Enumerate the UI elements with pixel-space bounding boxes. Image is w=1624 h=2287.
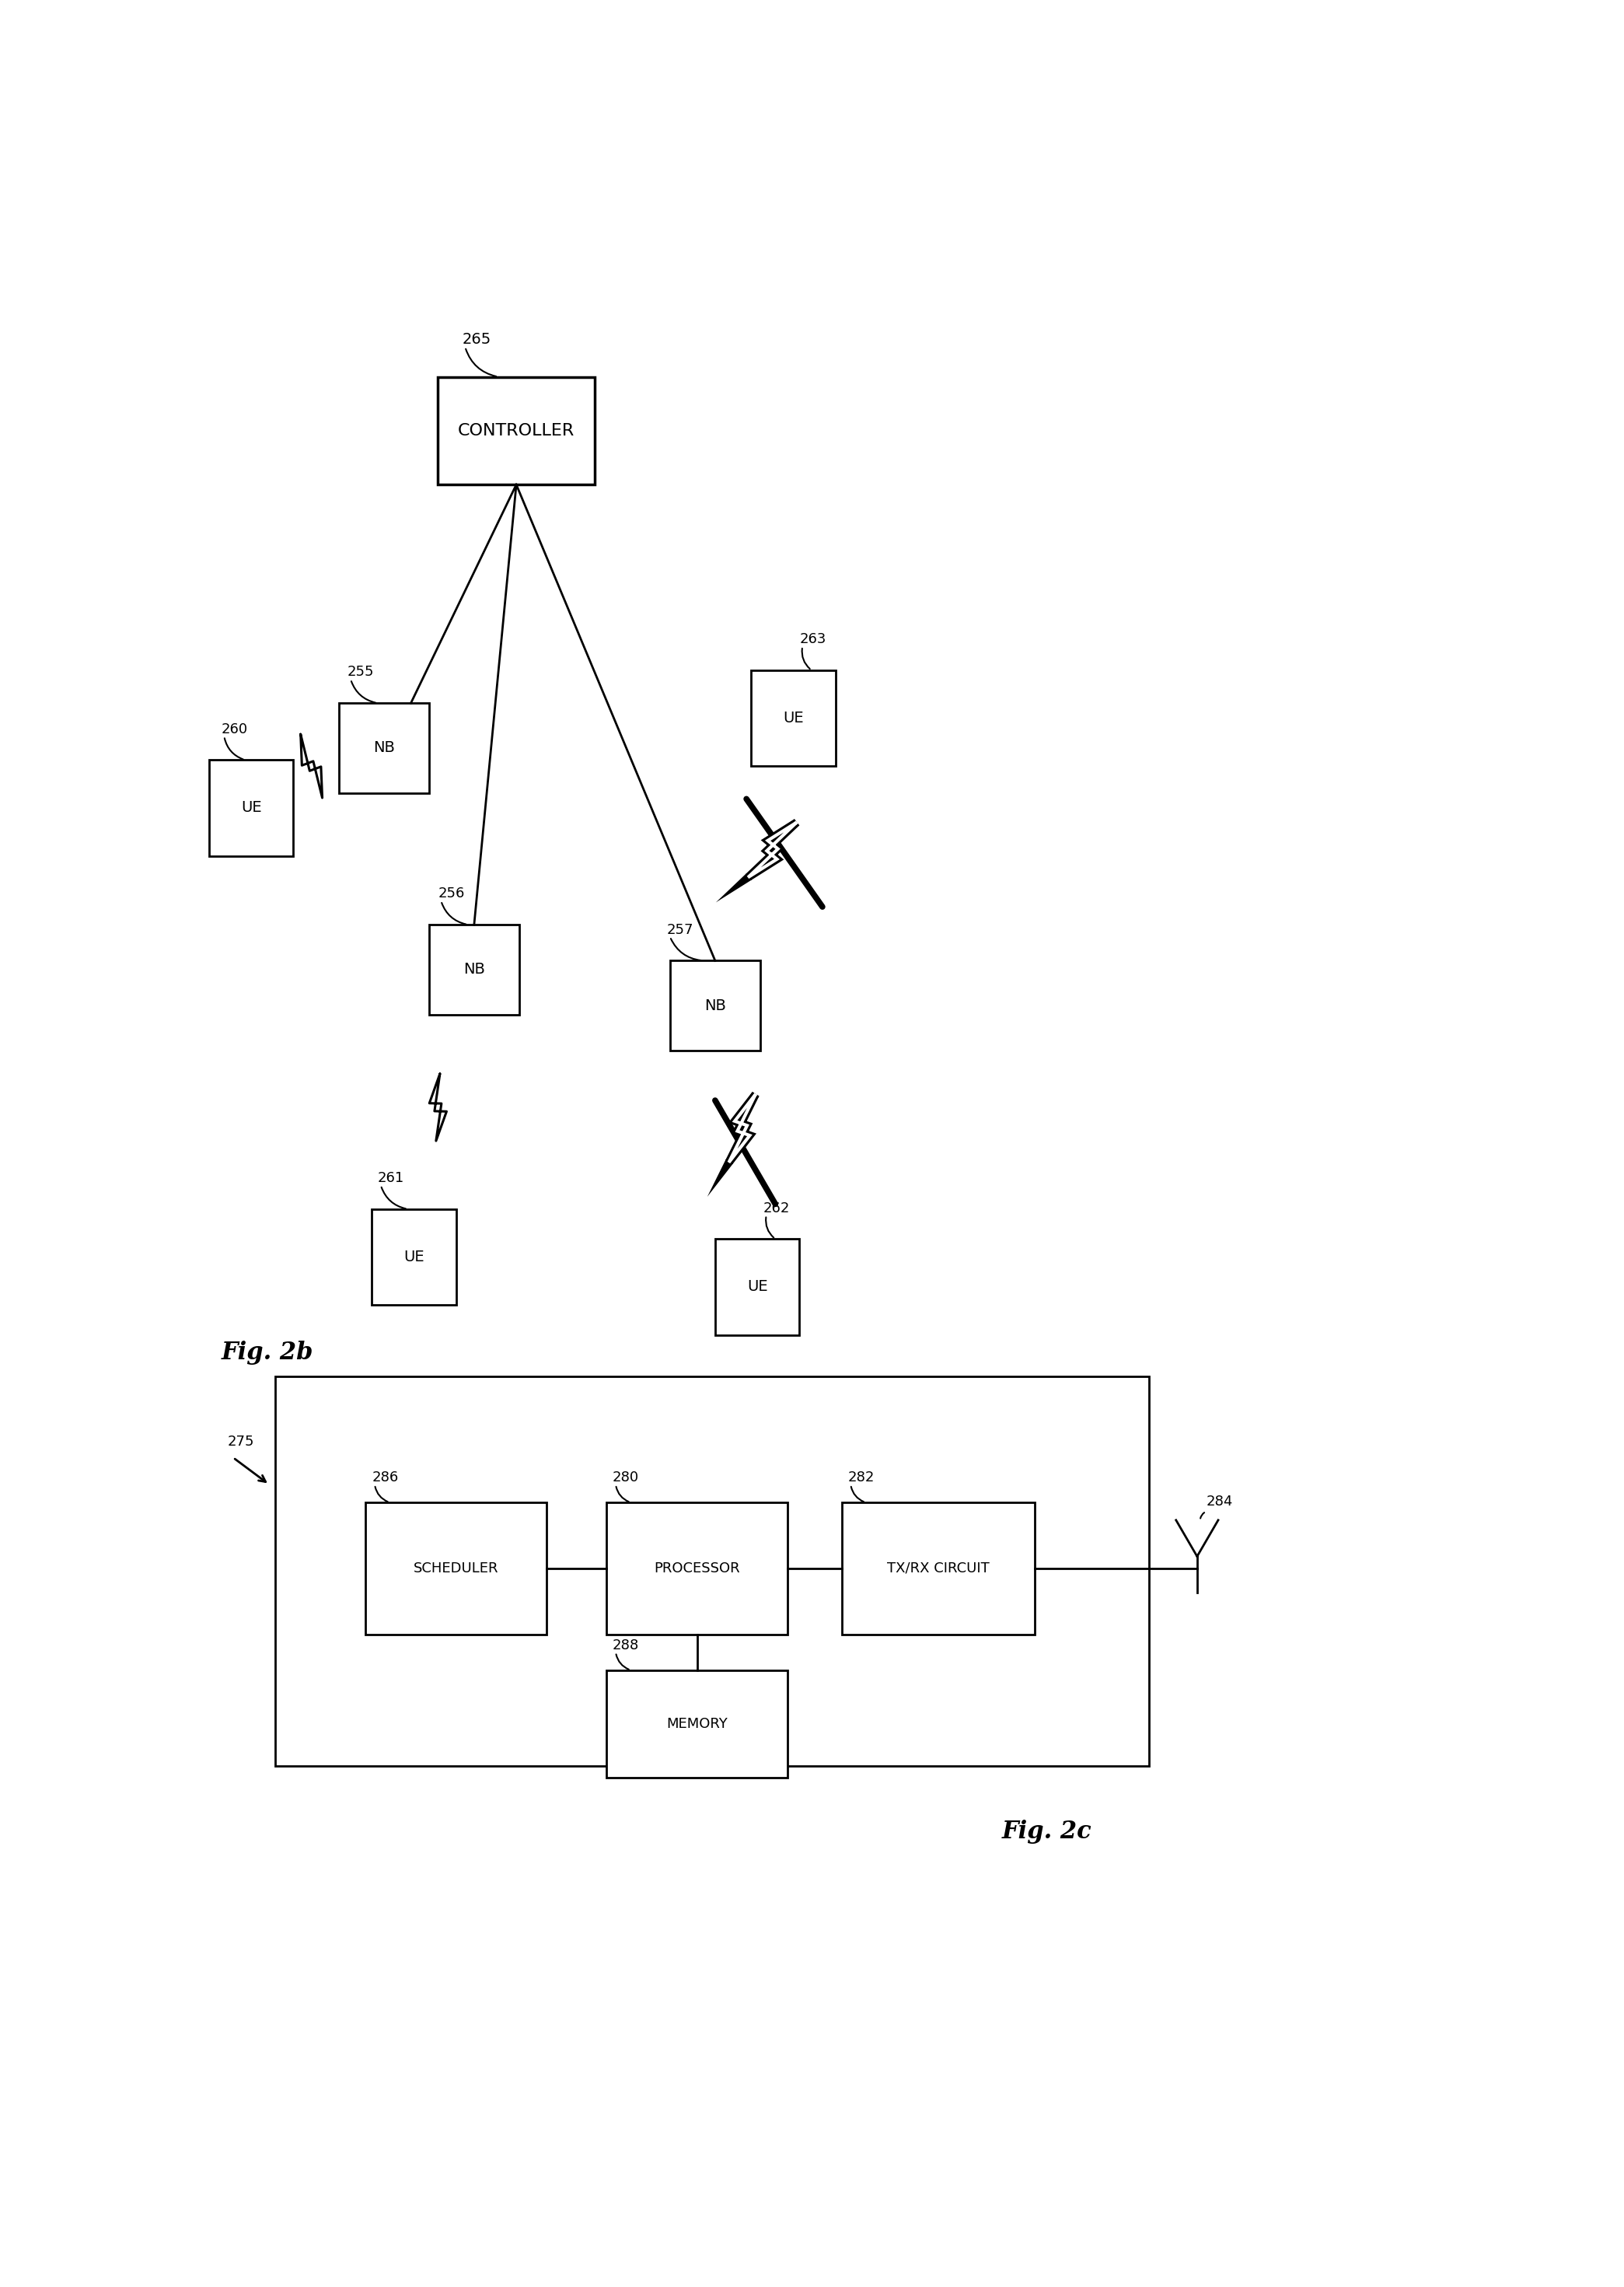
- Text: SCHEDULER: SCHEDULER: [414, 1562, 499, 1576]
- Text: UE: UE: [747, 1281, 768, 1294]
- Text: Fig. 2b: Fig. 2b: [221, 1340, 313, 1365]
- Text: 262: 262: [763, 1201, 789, 1214]
- Text: UE: UE: [403, 1249, 424, 1265]
- Text: UE: UE: [240, 800, 261, 816]
- Text: PROCESSOR: PROCESSOR: [654, 1562, 741, 1576]
- Text: 280: 280: [612, 1471, 640, 1484]
- Bar: [209, 759, 294, 855]
- Text: 257: 257: [667, 922, 693, 938]
- Text: 282: 282: [848, 1471, 874, 1484]
- Text: TX/RX CIRCUIT: TX/RX CIRCUIT: [887, 1562, 989, 1576]
- Bar: [841, 1503, 1034, 1635]
- Text: NB: NB: [705, 997, 726, 1013]
- Text: 275: 275: [227, 1434, 253, 1448]
- Text: 255: 255: [348, 666, 375, 679]
- Text: 261: 261: [378, 1171, 404, 1185]
- Text: 286: 286: [372, 1471, 398, 1484]
- Text: NB: NB: [463, 963, 486, 977]
- Bar: [607, 1670, 788, 1777]
- Text: 265: 265: [463, 332, 490, 348]
- Text: 288: 288: [612, 1637, 640, 1651]
- Bar: [338, 702, 429, 794]
- Text: UE: UE: [783, 711, 804, 725]
- Text: CONTROLLER: CONTROLLER: [458, 423, 575, 439]
- Bar: [671, 961, 760, 1050]
- Text: NB: NB: [374, 741, 395, 755]
- Bar: [372, 1210, 456, 1306]
- Bar: [365, 1503, 546, 1635]
- Bar: [429, 924, 520, 1015]
- Text: 263: 263: [799, 631, 827, 647]
- Bar: [438, 377, 594, 485]
- Text: MEMORY: MEMORY: [666, 1718, 728, 1731]
- Text: 260: 260: [221, 723, 247, 736]
- Bar: [276, 1377, 1148, 1766]
- Text: Fig. 2c: Fig. 2c: [1002, 1820, 1091, 1843]
- Bar: [752, 670, 836, 766]
- Bar: [715, 1240, 799, 1336]
- Text: 284: 284: [1207, 1493, 1233, 1509]
- Bar: [607, 1503, 788, 1635]
- Text: 256: 256: [438, 887, 464, 901]
